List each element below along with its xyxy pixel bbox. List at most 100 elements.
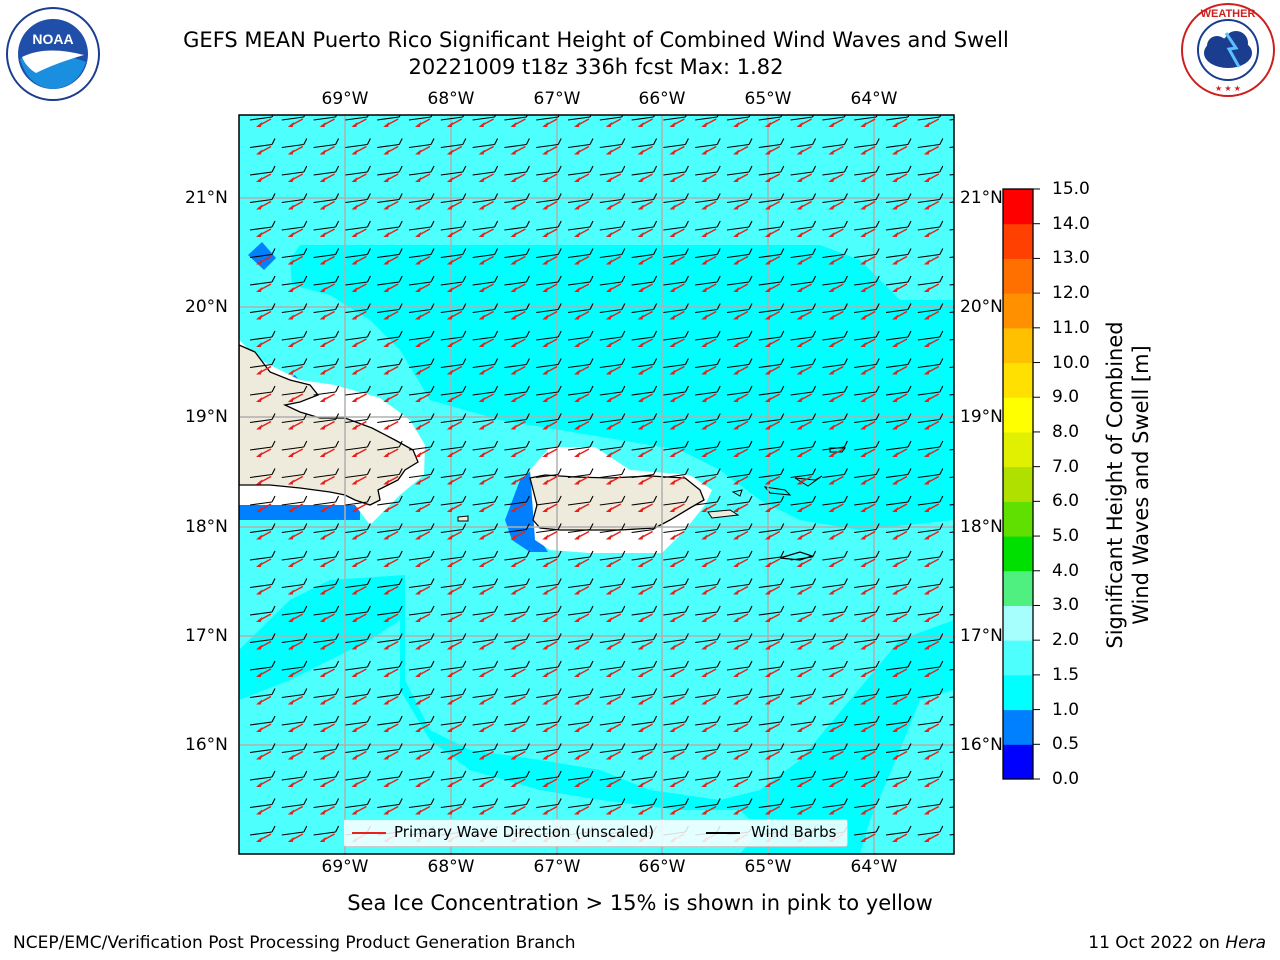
wave-arrow-head bbox=[287, 232, 294, 237]
wind-barb bbox=[377, 446, 400, 451]
wave-arrow-head bbox=[542, 479, 549, 485]
wave-arrow-head bbox=[764, 672, 771, 677]
wind-barb-flag bbox=[494, 385, 499, 393]
wind-barb-flag bbox=[462, 523, 467, 530]
wave-arrow-head bbox=[701, 754, 708, 760]
wind-barb-flag bbox=[398, 743, 403, 750]
wave-arrow-head bbox=[637, 369, 644, 375]
wind-barb bbox=[854, 143, 877, 149]
wind-barb-flag bbox=[684, 220, 689, 228]
wind-barb-flag bbox=[875, 468, 880, 475]
wave-arrow-head bbox=[542, 314, 549, 320]
wave-arrow-head bbox=[796, 562, 803, 567]
wind-barb bbox=[567, 116, 591, 121]
wind-barb bbox=[822, 116, 845, 121]
wind-barb-flag bbox=[812, 798, 817, 805]
wave-arrow-head bbox=[669, 672, 676, 677]
wind-barb-flag bbox=[939, 165, 944, 173]
wind-barb bbox=[663, 391, 686, 396]
wind-barb bbox=[790, 748, 813, 754]
wind-barb-flag bbox=[907, 578, 912, 585]
wave-arrow-head bbox=[319, 259, 326, 265]
wave-arrow-head bbox=[383, 177, 390, 182]
wave-arrow-head bbox=[256, 149, 262, 155]
wind-barb bbox=[440, 473, 463, 479]
wind-barb-flag bbox=[716, 413, 721, 420]
wind-barb bbox=[504, 473, 527, 479]
wind-barb-flag bbox=[843, 385, 848, 393]
wind-barb-flag bbox=[525, 138, 530, 145]
wind-barb bbox=[345, 418, 368, 424]
wind-barb-flag bbox=[875, 220, 880, 228]
wind-barb bbox=[663, 638, 686, 644]
wind-barb-flag bbox=[653, 193, 658, 200]
wave-arrow-head bbox=[351, 424, 358, 430]
wind-barb-flag bbox=[430, 440, 435, 448]
wind-barb-flag bbox=[462, 550, 467, 558]
wind-barb bbox=[504, 308, 527, 314]
wave-arrow-head bbox=[701, 204, 708, 210]
wave-arrow-head bbox=[287, 479, 294, 485]
wind-barb-flag bbox=[875, 358, 880, 365]
wind-barb bbox=[504, 143, 527, 149]
colorbar-tick-label: 5.0 bbox=[1052, 526, 1080, 547]
wind-barb bbox=[695, 528, 718, 534]
wind-barb-flag bbox=[462, 495, 467, 503]
wind-barb-flag bbox=[303, 193, 308, 200]
wave-arrow-head bbox=[733, 589, 739, 595]
wave-arrow-head bbox=[923, 314, 930, 320]
wave-arrow-head bbox=[892, 122, 898, 127]
wind-barb-flag bbox=[525, 165, 530, 173]
wave-arrow-head bbox=[669, 342, 676, 347]
wind-barb-flag bbox=[335, 413, 340, 420]
wave-arrow-head bbox=[319, 287, 326, 292]
wave-arrow-head bbox=[892, 699, 898, 705]
wave-arrow-head bbox=[446, 452, 453, 457]
wave-arrow-head bbox=[605, 479, 612, 485]
wind-barb-flag bbox=[812, 440, 817, 448]
wave-arrow-head bbox=[510, 369, 517, 375]
wind-barb-flag bbox=[303, 605, 308, 613]
wind-barb-flag bbox=[398, 220, 403, 228]
wind-barb-flag bbox=[843, 330, 848, 338]
wind-barb bbox=[249, 693, 273, 699]
wind-barb bbox=[377, 281, 400, 286]
wind-barb-flag bbox=[366, 550, 371, 558]
footer-host: Hera bbox=[1225, 933, 1266, 953]
wave-arrow-head bbox=[733, 424, 739, 430]
wave-arrow-head bbox=[892, 177, 898, 182]
wave-arrow-head bbox=[892, 479, 898, 485]
colorbar bbox=[1003, 189, 1033, 780]
wave-arrow-head bbox=[733, 672, 739, 677]
wind-barb-flag bbox=[812, 743, 817, 750]
wave-arrow-head bbox=[701, 149, 708, 155]
wind-barb bbox=[663, 583, 686, 589]
wind-barb-flag bbox=[303, 220, 308, 228]
wave-arrow-head bbox=[764, 562, 771, 567]
wind-barb bbox=[249, 501, 273, 506]
wind-barb bbox=[885, 803, 909, 809]
wind-barb bbox=[695, 226, 718, 231]
wave-arrow-head bbox=[383, 204, 390, 210]
wind-barb-flag bbox=[366, 193, 371, 200]
wave-arrow-head bbox=[605, 342, 612, 347]
wave-arrow-head bbox=[733, 259, 739, 265]
wave-arrow-head bbox=[542, 149, 549, 155]
wind-barb-flag bbox=[780, 165, 785, 173]
wave-arrow-head bbox=[446, 754, 453, 760]
wind-barb bbox=[408, 776, 432, 781]
colorbar-tick-label: 10.0 bbox=[1052, 352, 1090, 373]
wave-arrow-head bbox=[446, 369, 453, 375]
wind-barb-flag bbox=[621, 495, 626, 503]
wind-barb-flag bbox=[621, 743, 626, 750]
wind-barb-flag bbox=[716, 358, 721, 365]
wind-barb-flag bbox=[335, 770, 340, 778]
wave-arrow-head bbox=[923, 562, 930, 567]
wave-arrow-head bbox=[828, 644, 835, 650]
wave-arrow-head bbox=[542, 287, 549, 292]
wind-barb-flag bbox=[589, 495, 594, 503]
wind-barb-flag bbox=[812, 550, 817, 558]
wind-barb bbox=[790, 721, 813, 726]
wind-barb bbox=[726, 721, 750, 726]
wind-barb-flag bbox=[621, 413, 626, 420]
